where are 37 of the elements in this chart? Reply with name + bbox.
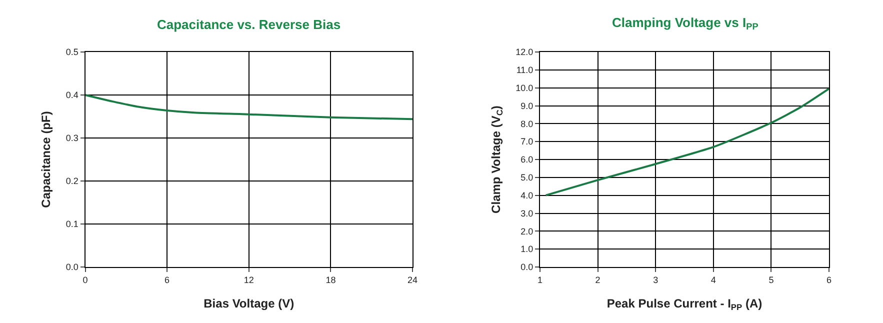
y-tick-label: 0.4 <box>66 90 78 100</box>
x-tick-label: 1 <box>537 274 543 285</box>
y-tick-label: 2.0 <box>520 226 534 236</box>
x-tick-label: 4 <box>710 274 716 285</box>
x-axis-title: Peak Pulse Current - I$_{PP}$ (A) <box>606 296 762 312</box>
x-tick-label: 3 <box>653 274 658 285</box>
y-tick-label: 0.0 <box>66 262 78 272</box>
x-tick-label: 12 <box>244 274 254 285</box>
chart-title: Capacitance vs. Reverse Bias <box>157 17 341 32</box>
x-tick-label: 2 <box>595 274 600 285</box>
x-tick-label: 6 <box>826 274 832 285</box>
line-series <box>85 94 412 120</box>
x-tick-label: 6 <box>164 274 170 285</box>
x-tick-label: 0 <box>82 274 88 285</box>
line-series <box>544 88 829 196</box>
y-tick-label: 10.0 <box>516 82 534 93</box>
y-tick-label: 8.0 <box>520 118 534 129</box>
y-tick-label: 0.1 <box>66 219 78 230</box>
y-tick-label: 4.0 <box>520 190 534 200</box>
x-tick-label: 18 <box>326 274 336 285</box>
y-tick-label: 0.0 <box>520 262 534 272</box>
chart-title: Clamping Voltage vs I$_{PP}$ <box>612 15 758 32</box>
y-tick-label: 0.3 <box>66 133 78 144</box>
x-tick-label: 5 <box>768 274 774 285</box>
y-tick-label: 7.0 <box>520 136 534 147</box>
y-tick-label: 5.0 <box>520 172 534 183</box>
y-tick-label: 3.0 <box>520 208 534 218</box>
y-tick-label: 9.0 <box>520 100 534 111</box>
y-tick-label: 6.0 <box>520 154 534 165</box>
y-tick-label: 1.0 <box>520 244 534 254</box>
y-tick-label: 11.0 <box>516 65 534 76</box>
y-tick-label: 0.2 <box>66 176 78 186</box>
x-axis-title: Bias Voltage (V) <box>204 296 294 311</box>
y-tick-label: 12.0 <box>516 47 534 58</box>
y-axis-title: Capacitance (pF) <box>39 111 54 208</box>
x-tick-label: 24 <box>407 274 418 285</box>
y-tick-label: 0.5 <box>66 47 78 58</box>
